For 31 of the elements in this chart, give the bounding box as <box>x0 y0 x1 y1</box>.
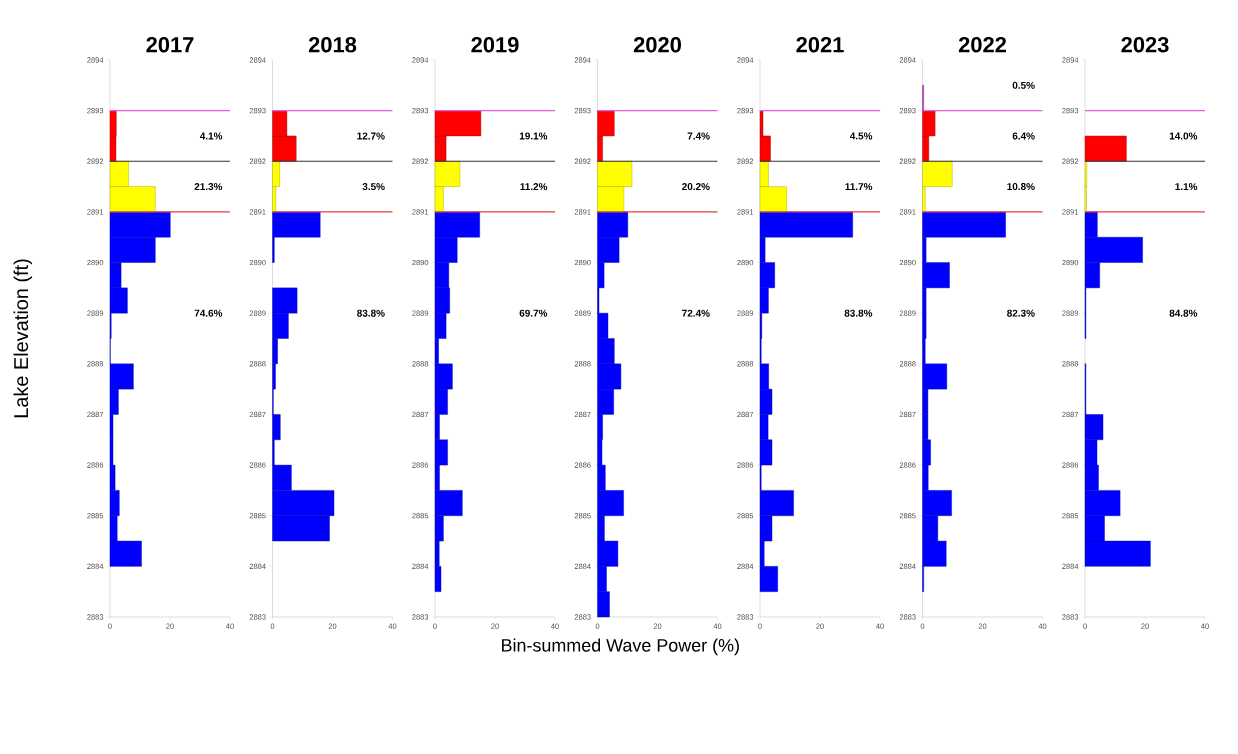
annotation: 84.8% <box>1169 309 1198 317</box>
annotation: 83.8% <box>844 309 873 317</box>
annotation: 72.4% <box>682 309 710 317</box>
annotation: 10.8% <box>1007 183 1035 191</box>
chart-title: 2017 <box>146 36 194 53</box>
annotation: 82.3% <box>1007 309 1035 317</box>
annotation: 0.5% <box>1012 81 1035 89</box>
annotation: 11.2% <box>520 183 548 191</box>
annotation: 69.7% <box>519 309 548 317</box>
annotation: 1.1% <box>1175 183 1198 191</box>
annotation: 4.1% <box>199 132 223 140</box>
annotation: 14.0% <box>1169 132 1198 140</box>
chart-title: 2018 <box>308 36 357 53</box>
x-axis-title: Bin-summed Wave Power (%) <box>502 638 739 656</box>
annotation: 12.7% <box>357 132 385 140</box>
chart-title: 2019 <box>471 36 519 53</box>
chart-title: 2020 <box>633 36 681 53</box>
annotation: 3.5% <box>362 183 385 191</box>
annotation: 6.4% <box>1012 132 1035 140</box>
annotation: 7.4% <box>687 132 710 140</box>
annotation: 19.1% <box>519 132 548 140</box>
annotation: 21.3% <box>194 183 223 191</box>
annotation: 4.5% <box>849 132 873 140</box>
chart-title: 2023 <box>1121 36 1169 53</box>
y-axis-title: Lake Elevation (ft) <box>13 259 33 418</box>
chart-title: 2021 <box>796 36 844 53</box>
annotation: 11.7% <box>845 183 873 191</box>
annotation: 74.6% <box>194 309 223 317</box>
chart-title: 2022 <box>958 36 1006 53</box>
annotation: 20.2% <box>682 183 710 191</box>
annotation: 83.8% <box>357 309 385 317</box>
